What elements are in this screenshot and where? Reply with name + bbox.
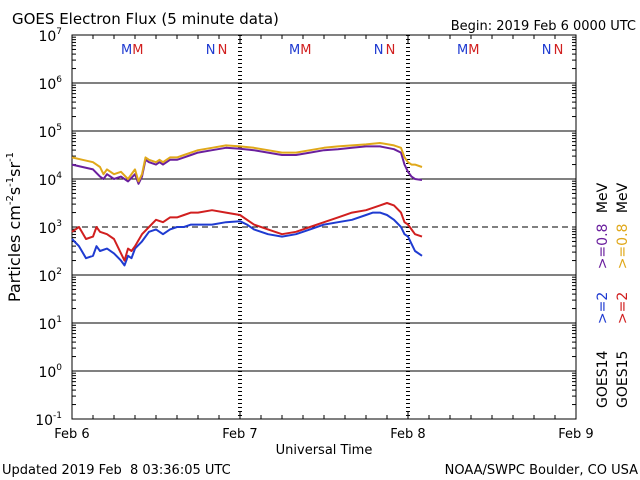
chart-title: GOES Electron Flux (5 minute data)	[12, 10, 279, 28]
marker-n-7: N	[386, 43, 396, 58]
y-tick-label-2: 102	[38, 267, 62, 285]
legend-goes14: GOES14	[595, 350, 611, 408]
y-axis-label-sr: sr	[5, 162, 24, 177]
series-line-goes14-2-mev	[71, 211, 423, 267]
y-tick-base: 10	[38, 125, 56, 141]
legend-goes15-ge2: >=2	[615, 292, 631, 324]
legend-goes14-ge2: >=2	[595, 292, 611, 324]
x-tick-labels: Feb 6 Feb 7 Feb 8 Feb 9	[54, 427, 593, 442]
y-tick-label-4: 104	[38, 171, 62, 189]
y-tick-label-0: 100	[38, 363, 62, 381]
footer-credit: NOAA/SWPC Boulder, CO USA	[445, 463, 638, 478]
y-tick-exponent: 4	[56, 171, 62, 181]
x-tick-label-feb-8: Feb 8	[390, 427, 425, 442]
y-axis-label: Particles cm-2s-1sr-1	[5, 152, 24, 302]
legend-unit2: MeV	[615, 182, 631, 213]
x-axis-label: Universal Time	[276, 443, 373, 458]
y-tick-base: 10	[38, 269, 56, 285]
legend-goes15-ge08: >=0.8	[615, 224, 631, 270]
y-tick-base: 10	[38, 29, 56, 45]
marker-n-10: N	[542, 43, 552, 58]
y-tick-exponent: -1	[53, 411, 62, 421]
y-tick-exponent: 1	[56, 315, 62, 325]
y-tick-base: 10	[35, 413, 53, 429]
y-tick-label-1: 101	[38, 315, 62, 333]
y-tick-base: 10	[38, 221, 56, 237]
x-tick-label-feb-6: Feb 6	[54, 427, 89, 442]
y-tick-exponent: 7	[56, 27, 62, 37]
legend-col2: GOES15 >=2 >=0.8 MeV	[615, 182, 631, 408]
y-tick-base: 10	[38, 317, 56, 333]
series-line-goes15-0-8-mev	[71, 142, 423, 183]
y-tick-label-7: 107	[38, 27, 62, 45]
y-tick-exponent: 0	[56, 363, 62, 373]
x-tick-label-feb-7: Feb 7	[222, 427, 257, 442]
begin-label: Begin: 2019 Feb 6 0000 UTC	[451, 19, 636, 34]
series-line-goes14-0-8-mev	[71, 145, 423, 185]
y-axis-label-sup3: -1	[5, 152, 16, 162]
y-tick-exponent: 5	[56, 123, 62, 133]
legend: GOES14 >=2 >=0.8 MeV GOES15 >=2 >=0.8 Me…	[595, 182, 631, 408]
y-tick-label-6: 106	[38, 75, 62, 93]
y-axis-label-sup1: -2	[5, 195, 16, 205]
marker-n-3: N	[218, 43, 228, 58]
marker-m-1: M	[132, 43, 143, 58]
legend-goes15: GOES15	[615, 351, 631, 408]
marker-m-5: M	[300, 43, 311, 58]
marker-m-9: M	[468, 43, 479, 58]
y-tick-label-5: 105	[38, 123, 62, 141]
y-tick-base: 10	[38, 77, 56, 93]
grid-lines	[72, 82, 576, 372]
marker-m-8: M	[457, 43, 468, 58]
series-line-goes15-2-mev	[71, 202, 423, 262]
y-tick-base: 10	[38, 365, 56, 381]
y-axis-label-s: s	[5, 187, 24, 195]
y-tick-exponent: 6	[56, 75, 62, 85]
y-tick-base: 10	[38, 173, 56, 189]
y-axis-label-sup2: -1	[5, 177, 16, 187]
legend-goes14-ge08: >=0.8	[595, 224, 611, 270]
marker-n-6: N	[374, 43, 384, 58]
data-series	[71, 142, 423, 267]
legend-col1: GOES14 >=2 >=0.8 MeV	[595, 182, 611, 408]
y-tick-exponent: 3	[56, 219, 62, 229]
marker-n-2: N	[206, 43, 216, 58]
marker-m-0: M	[121, 43, 132, 58]
y-axis-label-main: Particles cm	[5, 205, 24, 302]
x-tick-label-feb-9: Feb 9	[558, 427, 593, 442]
footer-updated: Updated 2019 Feb 8 03:36:05 UTC	[2, 463, 231, 478]
legend-unit1: MeV	[595, 182, 611, 213]
y-tick-label-3: 103	[38, 219, 62, 237]
y-tick-label--1: 10-1	[35, 411, 62, 429]
y-tick-exponent: 2	[56, 267, 62, 277]
marker-m-4: M	[289, 43, 300, 58]
marker-n-11: N	[554, 43, 564, 58]
day-divider-ticks	[71, 35, 577, 419]
